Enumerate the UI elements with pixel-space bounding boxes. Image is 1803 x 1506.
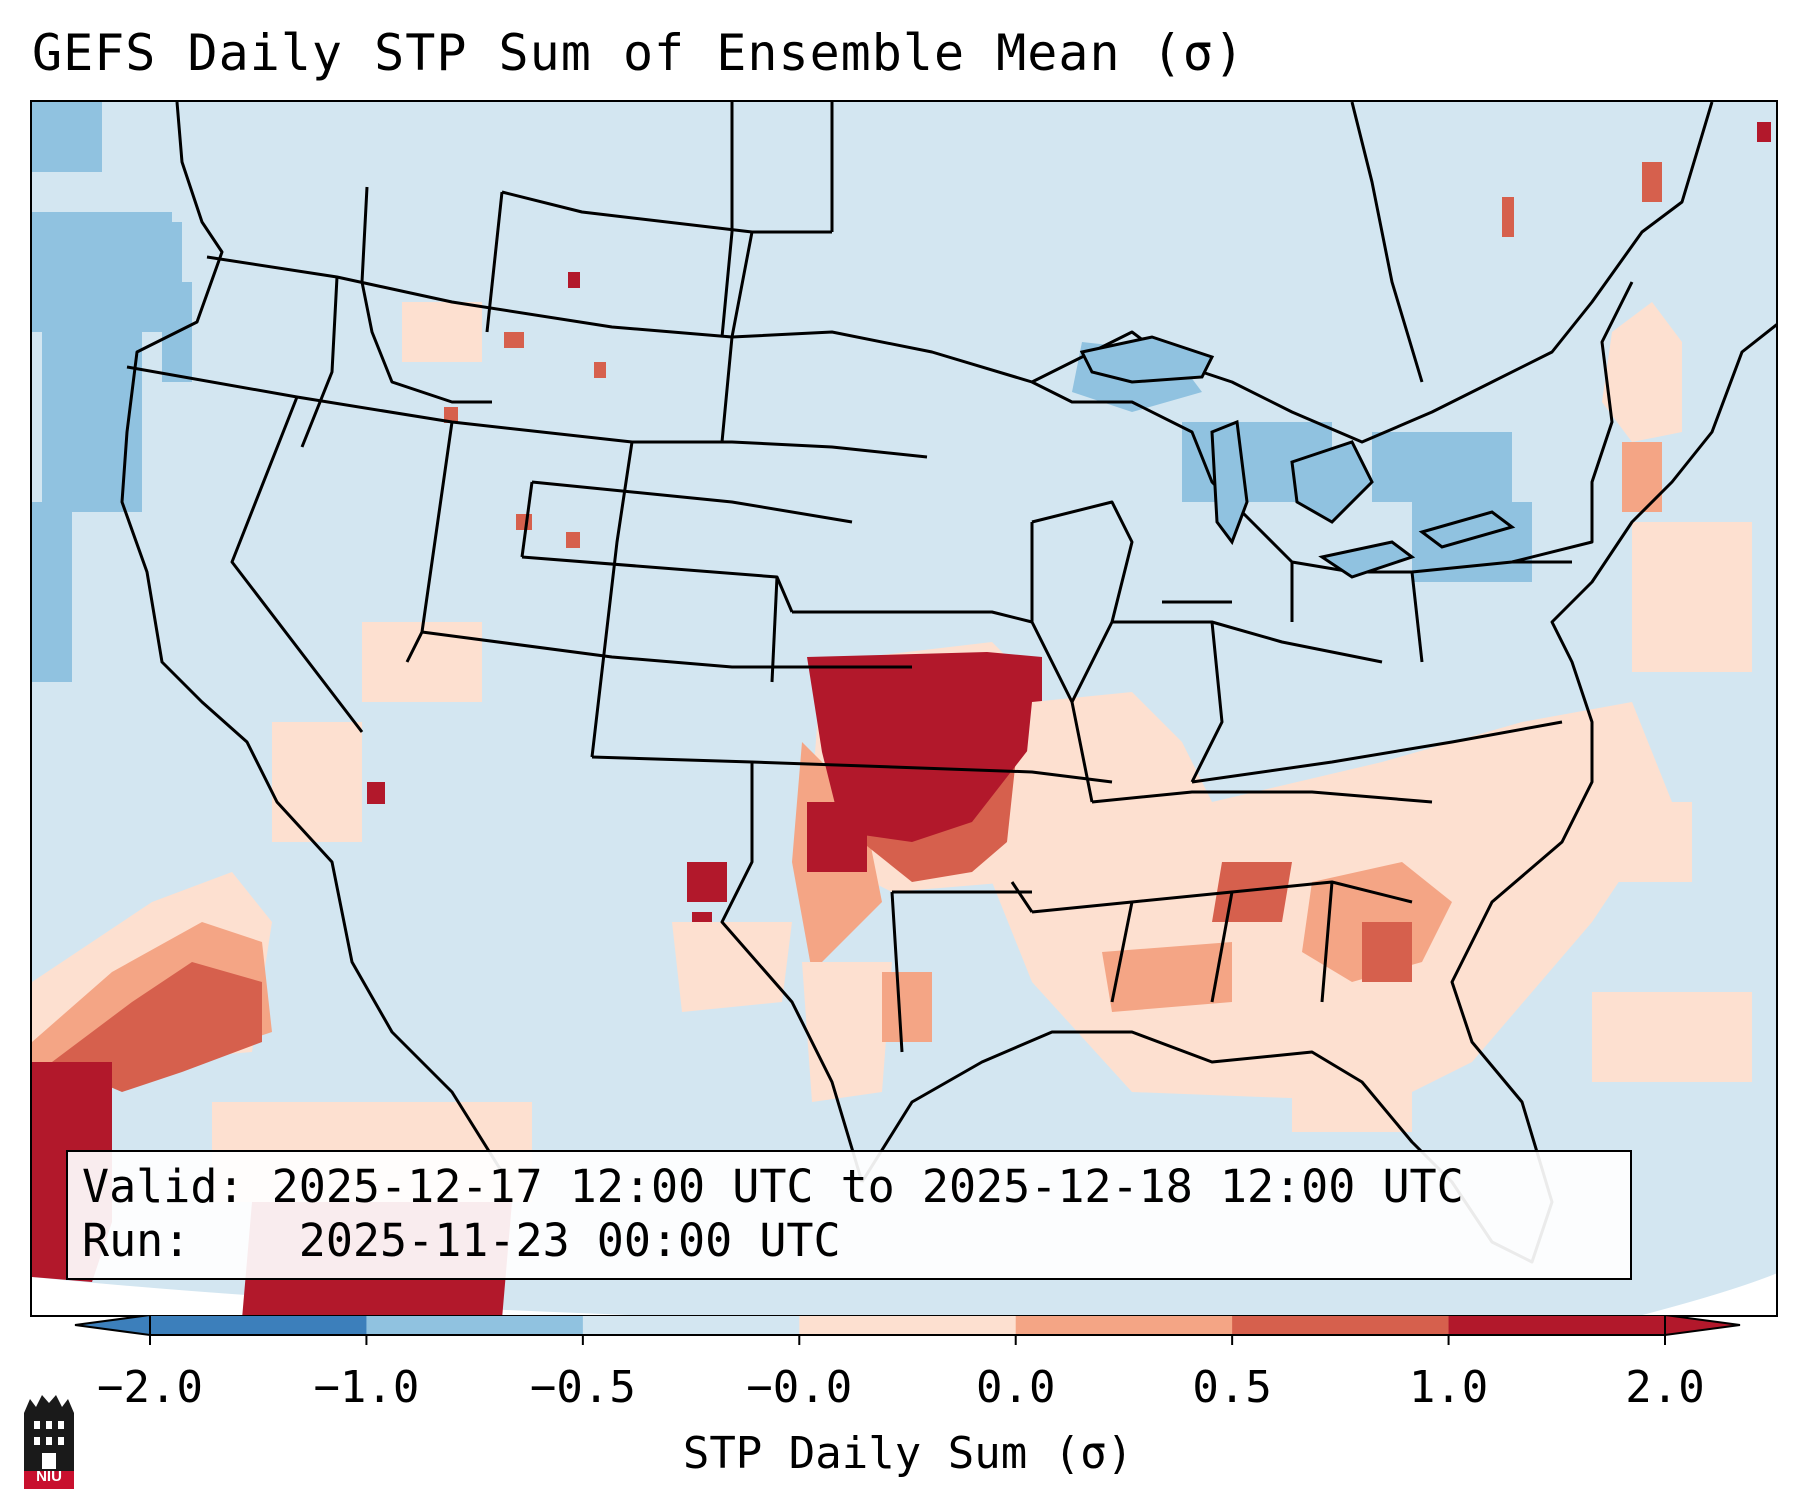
colorbar-tick-label: −1.0 xyxy=(313,1362,420,1413)
colorbar-outline xyxy=(149,1315,1666,1336)
colorbar-tick-label: −0.0 xyxy=(746,1362,853,1413)
colorbar-segment xyxy=(366,1315,584,1335)
validity-info-box: Valid: 2025-12-17 12:00 UTC to 2025-12-1… xyxy=(66,1150,1632,1280)
colorbar-label: STP Daily Sum (σ) xyxy=(682,1428,1134,1479)
chart-title: GEFS Daily STP Sum of Ensemble Mean (σ) xyxy=(32,24,1245,82)
logo-text: NIU xyxy=(36,1468,62,1485)
stp-map xyxy=(32,102,1776,1315)
map-panel xyxy=(30,100,1778,1317)
colorbar-tick-label: 1.0 xyxy=(1408,1362,1489,1413)
colorbar-segment xyxy=(582,1315,800,1335)
projection-edge-left xyxy=(32,1277,629,1315)
state-boundaries xyxy=(120,102,1776,1264)
colorbar-tick-label: 0.5 xyxy=(1192,1362,1272,1413)
run-label: Run: xyxy=(82,1214,191,1267)
colorbar-extend-low xyxy=(74,1315,151,1337)
colorbar xyxy=(74,1315,1741,1345)
anomaly-positive-plains xyxy=(687,642,1042,972)
anomaly-scattered-west-light xyxy=(272,302,482,842)
colorbar-segment xyxy=(799,1315,1017,1335)
anomaly-negative-pacific xyxy=(32,102,192,682)
colorbar-segment xyxy=(1448,1315,1666,1335)
colorbar-tick-label: −2.0 xyxy=(97,1362,203,1413)
colorbar-extend-high xyxy=(1664,1315,1741,1337)
anomaly-scattered-atlantic xyxy=(1292,522,1752,1132)
niu-logo-icon xyxy=(20,1393,78,1489)
colorbar-tick-label: −0.5 xyxy=(529,1362,636,1413)
colorbar-segments xyxy=(74,1315,1741,1337)
colorbar-tick-label: 2.0 xyxy=(1625,1362,1705,1413)
valid-time: 2025-12-17 12:00 UTC to 2025-12-18 12:00… xyxy=(271,1160,1464,1213)
colorbar-segment xyxy=(1015,1315,1233,1335)
projection-edge-right xyxy=(1642,1273,1776,1315)
colorbar-segment xyxy=(150,1315,367,1335)
great-lakes xyxy=(1079,335,1516,579)
colorbar-tick-label: 0.0 xyxy=(975,1362,1056,1413)
colorbar-ticks xyxy=(149,1335,1666,1345)
anomaly-scattered-west xyxy=(367,272,606,804)
colorbar-segment xyxy=(1232,1315,1450,1335)
run-time: 2025-11-23 00:00 UTC xyxy=(298,1214,841,1267)
valid-label: Valid: xyxy=(82,1160,245,1213)
